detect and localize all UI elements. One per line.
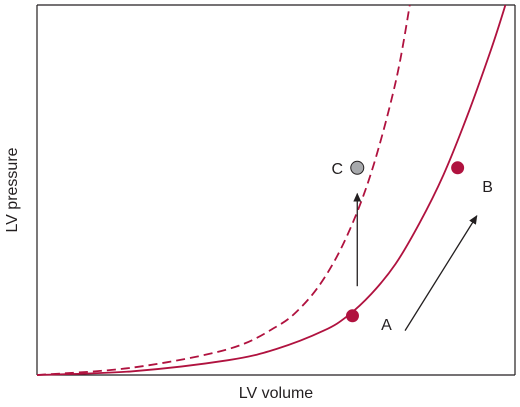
dashed-curve xyxy=(36,4,411,376)
point-c xyxy=(350,160,365,175)
point-label-a: A xyxy=(381,317,392,334)
arrow-2 xyxy=(404,215,478,331)
y-axis-label: LV pressure xyxy=(4,147,21,232)
point-label-c: C xyxy=(331,161,343,178)
point-a xyxy=(345,309,359,323)
point-label-b: B xyxy=(482,179,493,196)
solid-curve xyxy=(36,4,507,376)
x-axis-label: LV volume xyxy=(239,385,314,402)
point-b xyxy=(451,161,465,175)
